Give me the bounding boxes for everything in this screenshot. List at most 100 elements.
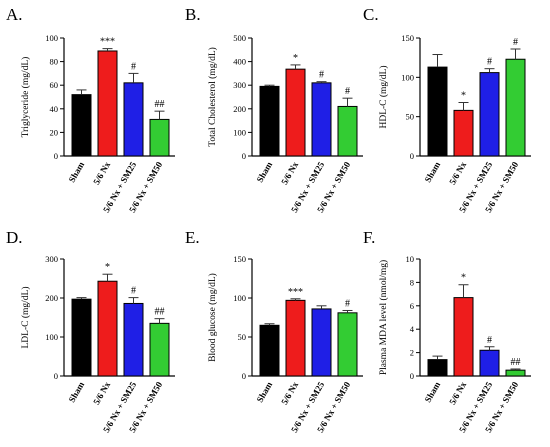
panel-letter: F. xyxy=(363,228,375,247)
bar xyxy=(97,50,118,157)
significance-marker: *** xyxy=(100,37,115,48)
significance-marker: # xyxy=(345,86,350,97)
x-category-label: 5/6 Nx xyxy=(91,160,112,187)
y-tick-label: 400 xyxy=(233,57,246,67)
significance-marker: ## xyxy=(511,357,521,368)
bar xyxy=(337,312,358,377)
x-category-label: 5/6 Nx xyxy=(91,380,112,407)
x-category-label: 5/6 Nx xyxy=(279,380,300,407)
y-tick-label: 100 xyxy=(45,332,58,342)
bar xyxy=(427,66,448,157)
y-tick-label: 2 xyxy=(410,348,414,358)
significance-marker: # xyxy=(513,37,518,48)
bar xyxy=(285,299,306,377)
panel-letter: B. xyxy=(185,5,201,24)
bar xyxy=(71,298,92,377)
y-tick-label: 0 xyxy=(242,371,246,381)
y-tick-label: 150 xyxy=(401,33,414,43)
bar xyxy=(453,297,474,377)
bar xyxy=(285,68,306,157)
y-tick-label: 150 xyxy=(233,254,246,264)
y-axis-label: Blood glucose (mg/dL) xyxy=(207,273,218,362)
bar xyxy=(71,94,92,157)
y-tick-label: 50 xyxy=(238,332,247,342)
x-category-label: 5/6 Nx xyxy=(279,160,300,187)
y-tick-label: 0 xyxy=(54,151,58,161)
x-category-label: Sham xyxy=(423,160,443,184)
bar xyxy=(123,82,144,157)
x-category-label: 5/6 Nx xyxy=(447,160,468,187)
y-axis-label: Plasma MDA level (nmol/mg) xyxy=(378,260,389,375)
y-tick-label: 200 xyxy=(45,293,58,303)
bar xyxy=(453,109,474,157)
y-tick-label: 60 xyxy=(50,80,59,90)
x-category-label: Sham xyxy=(423,380,443,404)
y-tick-label: 500 xyxy=(233,33,246,43)
y-tick-label: 0 xyxy=(242,151,246,161)
bar xyxy=(259,85,280,157)
panel-letter: C. xyxy=(363,5,379,24)
panel-letter: D. xyxy=(6,228,23,247)
significance-marker: * xyxy=(293,53,298,64)
y-tick-label: 100 xyxy=(45,33,58,43)
panel-letter: E. xyxy=(185,228,200,247)
bar xyxy=(479,349,500,377)
panel-letter: A. xyxy=(6,5,23,24)
y-tick-label: 0 xyxy=(54,371,58,381)
y-tick-label: 100 xyxy=(233,127,246,137)
bar xyxy=(505,58,526,157)
significance-marker: ## xyxy=(155,307,165,318)
significance-marker: # xyxy=(487,335,492,346)
y-tick-label: 4 xyxy=(410,324,415,334)
y-tick-label: 50 xyxy=(406,112,415,122)
bar xyxy=(149,322,170,377)
bar xyxy=(123,302,144,377)
y-tick-label: 8 xyxy=(410,277,414,287)
y-axis-label: Triglyceride (mg/dL) xyxy=(20,57,31,138)
y-tick-label: 100 xyxy=(233,293,246,303)
significance-marker: * xyxy=(105,262,110,273)
y-tick-label: 40 xyxy=(50,104,59,114)
y-tick-label: 300 xyxy=(233,80,246,90)
bar xyxy=(337,105,358,157)
significance-marker: * xyxy=(461,91,466,102)
y-axis-label: Total Cholesterol (mg/dL) xyxy=(207,47,218,147)
x-category-label: Sham xyxy=(255,160,275,184)
bar xyxy=(97,280,118,377)
significance-marker: *** xyxy=(288,287,303,298)
y-tick-label: 300 xyxy=(45,254,58,264)
chart-panel-6: F. Plasma MDA level (nmol/mg) 0 2 4 6 8 10 Sham *… xyxy=(363,228,531,434)
significance-marker: ## xyxy=(155,99,165,110)
significance-marker: # xyxy=(487,57,492,68)
chart-panel-2: B. Total Cholesterol (mg/dL) 0 100 200 300 400… xyxy=(185,5,363,214)
y-tick-label: 20 xyxy=(50,127,59,137)
x-category-label: Sham xyxy=(67,160,87,184)
bar xyxy=(311,308,332,377)
significance-marker: # xyxy=(131,286,136,297)
y-axis-label: HDL-C (mg/dL) xyxy=(378,65,389,128)
x-category-label: 5/6 Nx xyxy=(447,380,468,407)
y-tick-label: 6 xyxy=(410,301,414,311)
x-category-label: Sham xyxy=(255,380,275,404)
bar xyxy=(149,118,170,157)
y-tick-label: 0 xyxy=(410,151,414,161)
significance-marker: * xyxy=(461,273,466,284)
y-tick-label: 0 xyxy=(410,371,414,381)
y-axis-label: LDL-C (mg/dL) xyxy=(20,286,31,348)
y-tick-label: 200 xyxy=(233,104,246,114)
bar xyxy=(505,369,526,377)
chart-panel-1: A. Triglyceride (mg/dL) 0 20 40 60 80 100 Sham **… xyxy=(6,5,175,214)
y-tick-label: 10 xyxy=(406,254,415,264)
y-tick-label: 80 xyxy=(50,57,59,67)
significance-marker: # xyxy=(319,70,324,81)
bar xyxy=(479,72,500,157)
bar xyxy=(427,359,448,377)
x-category-label: Sham xyxy=(67,380,87,404)
chart-panel-5: E. Blood glucose (mg/dL) 0 50 100 150 Sham *** 5… xyxy=(185,228,363,434)
bar xyxy=(311,82,332,157)
significance-marker: # xyxy=(131,61,136,72)
significance-marker: # xyxy=(345,298,350,309)
y-tick-label: 100 xyxy=(401,72,414,82)
